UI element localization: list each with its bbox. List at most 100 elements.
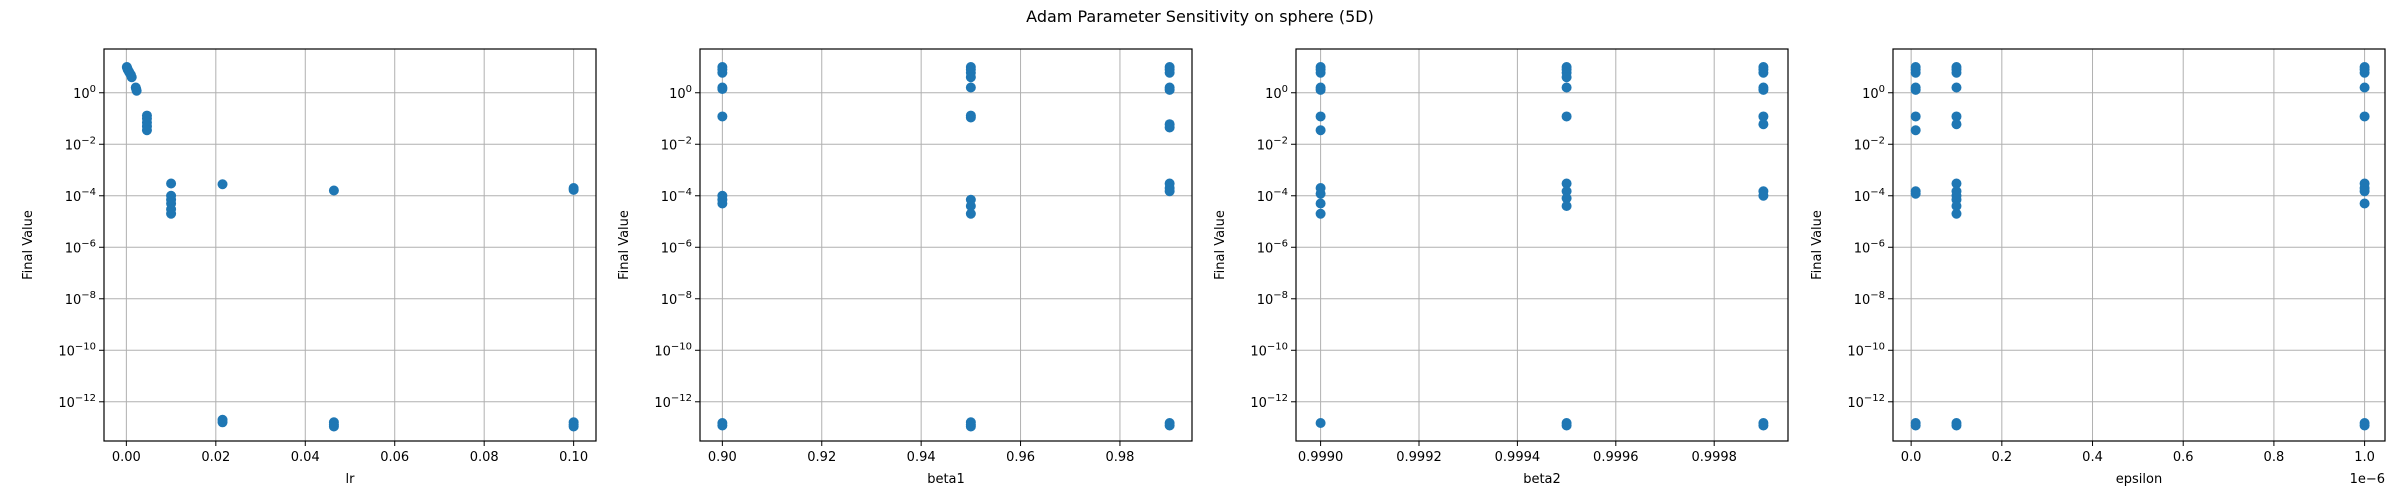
x-tick-label: 0.06 [380, 450, 409, 465]
data-point [1561, 111, 1572, 122]
data-point [1315, 125, 1326, 136]
axes-frame [1295, 48, 1789, 442]
data-point [568, 184, 579, 195]
data-point [1758, 84, 1769, 95]
y-tick-label: 100 [1862, 84, 1885, 102]
data-point [1315, 67, 1326, 78]
data-point [1758, 420, 1769, 431]
y-tick-label: 10−2 [65, 135, 96, 153]
y-tick-label: 100 [669, 84, 692, 102]
data-point [217, 417, 228, 428]
data-point [1951, 178, 1962, 189]
subplot-lr: 0.00 0.02 0.04 0.06 0.08 0.10 10−12 10−10 10−8 10… [21, 48, 597, 487]
x-tick-label: 0.9996 [1593, 450, 1639, 465]
data-point [1910, 111, 1921, 122]
data-point [1164, 122, 1175, 133]
data-point [1561, 186, 1572, 197]
y-tick-label: 10−4 [65, 187, 96, 205]
axes-frame [699, 48, 1193, 442]
y-axis-label: Final Value [21, 210, 36, 280]
data-point [717, 420, 728, 431]
data-point [166, 208, 177, 219]
x-axis-label: beta1 [927, 472, 965, 487]
data-point [1951, 208, 1962, 219]
data-point [568, 421, 579, 432]
data-point [1561, 72, 1572, 83]
x-axis-label: beta2 [1523, 472, 1561, 487]
x-tick-label: 0.8 [2264, 450, 2285, 465]
y-tick-label: 10−6 [65, 238, 96, 256]
data-point [217, 179, 228, 190]
data-point [965, 201, 976, 212]
y-tick-label: 10−6 [1854, 238, 1885, 256]
data-point [328, 421, 339, 432]
y-tick-label: 10−8 [1854, 290, 1885, 308]
data-point [717, 198, 728, 209]
data-point [1910, 67, 1921, 78]
y-tick-label: 10−4 [1257, 187, 1288, 205]
data-point [1758, 119, 1769, 130]
data-point [166, 178, 177, 189]
data-point [1910, 188, 1921, 199]
subplot-epsilon: 0.0 0.2 0.4 0.6 0.8 1.0 10−12 10−10 10−8 10−6 10−4… [1810, 48, 2386, 487]
x-tick-label: 0.04 [291, 450, 320, 465]
y-tick-label: 10−12 [1847, 393, 1885, 411]
y-tick-label: 10−6 [1257, 238, 1288, 256]
data-point [126, 72, 137, 83]
x-tick-label: 0.2 [1991, 450, 2012, 465]
data-point [1758, 67, 1769, 78]
x-tick-label: 0.96 [1006, 450, 1035, 465]
data-point [1315, 198, 1326, 209]
x-tick-label: 0.08 [470, 450, 499, 465]
y-tick-label: 10−10 [654, 341, 692, 359]
data-point [1951, 67, 1962, 78]
x-tick-label: 0.92 [807, 450, 836, 465]
data-point [2359, 198, 2370, 209]
figure-title: Adam Parameter Sensitivity on sphere (5D… [1026, 7, 1374, 26]
y-tick-label: 100 [1265, 84, 1288, 102]
data-point [1315, 84, 1326, 95]
data-point [328, 185, 339, 196]
y-tick-label: 10−8 [661, 290, 692, 308]
data-point [131, 85, 142, 96]
data-point [1315, 188, 1326, 199]
data-point [1951, 82, 1962, 93]
y-tick-label: 10−8 [65, 290, 96, 308]
data-point [1561, 178, 1572, 189]
x-tick-label: 0.02 [201, 450, 230, 465]
axes-frame [1892, 48, 2386, 442]
data-point [1561, 82, 1572, 93]
data-point [1164, 186, 1175, 197]
y-axis-label: Final Value [1213, 210, 1228, 280]
x-offset-label: 1e−6 [2350, 472, 2385, 487]
y-tick-label: 10−2 [1854, 135, 1885, 153]
data-point [1164, 84, 1175, 95]
axes-frame [103, 48, 597, 442]
x-tick-label: 0.4 [2082, 450, 2103, 465]
data-point [965, 112, 976, 123]
x-tick-label: 0.9990 [1298, 450, 1344, 465]
y-axis-label: Final Value [1810, 210, 1825, 280]
x-tick-label: 0.10 [559, 450, 588, 465]
data-point [1315, 418, 1326, 428]
x-axis-label: lr [346, 472, 356, 487]
data-point [1315, 111, 1326, 122]
data-point [717, 111, 728, 122]
subplot-beta1: 0.90 0.92 0.94 0.96 0.98 10−12 10−10 10−8 10−6 10… [617, 48, 1193, 487]
data-point [2359, 67, 2370, 78]
data-point [1910, 420, 1921, 431]
y-tick-label: 10−2 [1257, 135, 1288, 153]
x-tick-label: 0.0 [1901, 450, 1922, 465]
x-tick-label: 0.9998 [1691, 450, 1737, 465]
data-point [1561, 193, 1572, 204]
subplot-beta2: 0.9990 0.9992 0.9994 0.9996 0.9998 10−12 10−10… [1213, 48, 1789, 487]
y-tick-label: 10−4 [1854, 187, 1885, 205]
y-tick-label: 10−10 [1847, 341, 1885, 359]
y-tick-label: 10−4 [661, 187, 692, 205]
x-tick-label: 0.6 [2173, 450, 2194, 465]
data-point [1758, 190, 1769, 201]
data-point [1951, 119, 1962, 130]
data-point [965, 208, 976, 219]
